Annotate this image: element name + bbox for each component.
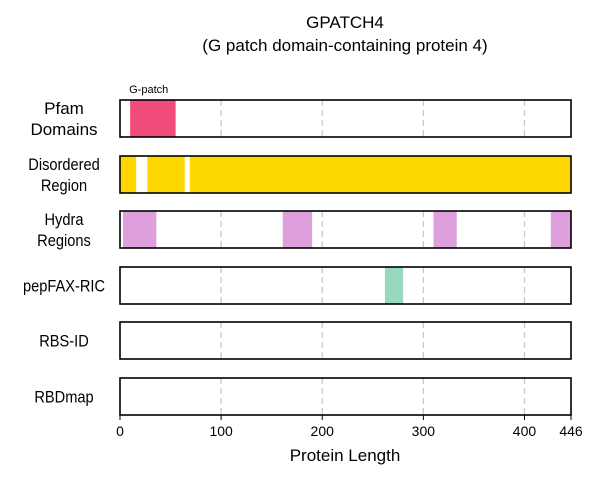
track-background	[120, 211, 571, 248]
track-label: pepFAX-RIC	[23, 278, 105, 296]
track-2-segment-3	[550, 211, 571, 248]
track-2: Hydra Regions	[37, 210, 572, 250]
track-label: Domains	[30, 120, 97, 139]
x-tick-label: 100	[209, 423, 233, 439]
track-1-segment-2	[189, 156, 571, 193]
track-border	[119, 155, 572, 194]
track-border	[119, 321, 572, 360]
chart-title-line-2: (G patch domain-containing protein 4)	[202, 36, 487, 55]
x-tick-label: 400	[513, 423, 537, 439]
track-2-segment-0	[123, 211, 157, 248]
x-tick-label: 200	[311, 423, 335, 439]
track-1: Disordered Region	[28, 155, 572, 195]
track-border	[119, 99, 572, 138]
track-label: Pfam	[44, 99, 84, 118]
track-label: Hydra	[45, 211, 84, 229]
track-2-segment-1	[282, 211, 313, 248]
track-4: RBS-ID	[39, 321, 572, 360]
x-axis-label: Protein Length	[290, 446, 401, 465]
track-3: pepFAX-RIC	[23, 266, 572, 305]
track-border	[119, 266, 572, 305]
track-label: RBS-ID	[39, 333, 89, 351]
track-border	[119, 377, 572, 416]
track-1-segment-0	[120, 156, 137, 193]
chart-title-line-1: GPATCH4	[306, 13, 384, 32]
track-label: Region	[41, 177, 87, 195]
track-background	[120, 322, 571, 359]
segment-annotation: G-patch	[129, 84, 168, 96]
track-0-segment-0	[130, 100, 176, 137]
track-2-segment-2	[433, 211, 457, 248]
track-background	[120, 100, 571, 137]
track-5: RBDmap	[34, 377, 572, 416]
tracks-layer: G-patch Pfam Domains Disordered Region Hydra R…	[23, 84, 572, 416]
track-1-segment-1	[147, 156, 185, 193]
x-tick-label: 300	[412, 423, 436, 439]
track-label: RBDmap	[34, 389, 93, 407]
track-background	[120, 267, 571, 304]
x-tick-label: 446	[559, 423, 583, 439]
track-background	[120, 378, 571, 415]
x-axis: 0 100 200 300 400 446	[116, 415, 583, 439]
track-border	[119, 210, 572, 249]
track-3-segment-0	[384, 267, 404, 304]
track-label: Disordered	[28, 156, 99, 174]
track-0: G-patch Pfam Domains	[30, 84, 572, 139]
track-label: Regions	[37, 232, 91, 250]
x-tick-label: 0	[116, 423, 124, 439]
